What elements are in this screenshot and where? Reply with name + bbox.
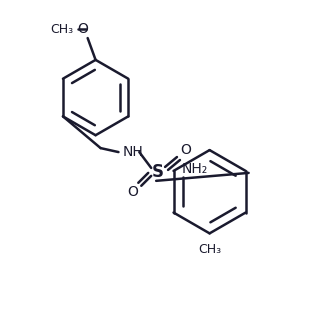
- Text: O: O: [77, 22, 88, 36]
- Text: CH₃: CH₃: [51, 23, 74, 36]
- Text: NH₂: NH₂: [182, 162, 208, 176]
- Text: S: S: [152, 163, 164, 181]
- Text: O: O: [127, 185, 138, 199]
- Text: NH: NH: [123, 145, 143, 159]
- Text: CH₃: CH₃: [198, 243, 221, 256]
- Text: O: O: [181, 143, 191, 157]
